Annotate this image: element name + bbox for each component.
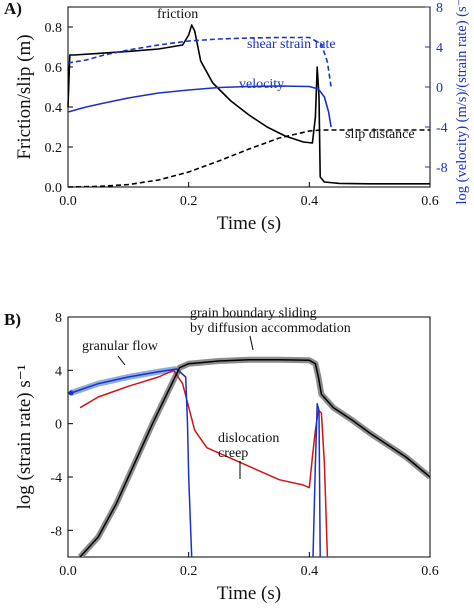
annotation-granular-flow-pointer [117, 355, 126, 366]
panel-a-right-axis-label: log (velocity) (m/s)/(strain rate) (s⁻¹) [454, 0, 470, 204]
panel-b-x-tick-label-0-2: 0.2 [180, 564, 198, 579]
panel-a-y-tick-label-0-2: 0.2 [45, 141, 63, 156]
label-shear-strain-rate: shear strain rate [247, 37, 336, 52]
panel-a-x-tick-label-0-0: 0.0 [59, 194, 77, 209]
annotation-granular-flow: granular flow [82, 339, 159, 366]
panel-b-label: B) [4, 310, 21, 329]
panel-a-series [67, 24, 430, 188]
annotation-creep-line1: dislocation [218, 431, 279, 446]
panel-a-right-tick-label-4: -4 [436, 121, 448, 136]
label-velocity: velocity [239, 77, 284, 92]
panel-b-y-tick-label-4: -4 [50, 471, 62, 486]
panel-b-y-tick-label-8: -8 [50, 524, 62, 539]
series-line-blue-spike [312, 402, 321, 557]
panel-a-x-tick-label-0-6: 0.6 [421, 194, 439, 209]
series-halo-granular-flow [70, 366, 178, 396]
annotation-granular-flow-text: granular flow [82, 339, 159, 354]
panel-a-y-tick-label-0-4: 0.4 [45, 101, 63, 116]
annotation-gbs-line1: grain boundary sliding [190, 306, 317, 321]
annotation-creep-line2: creep [218, 446, 248, 461]
panel-a-y-tick-label-0-0: 0.0 [45, 181, 63, 196]
label-friction: friction [157, 7, 198, 22]
panel-a-x-tick-label-0-4: 0.4 [301, 194, 319, 209]
annotation-gbs-pointer [249, 335, 254, 351]
panel-b-x-tick-label-0-4: 0.4 [301, 564, 319, 579]
panel-b-x-ticks: 0.0 0.2 0.4 0.6 [59, 552, 439, 579]
series-line-dislocation-creep [79, 369, 329, 557]
panel-a-right-ticks: 8 4 0 -4 -8 [425, 1, 448, 176]
panel-b-y-tick-label-8: 8 [55, 311, 62, 326]
panel-a-x-ticks: 0.0 0.2 0.4 0.6 [59, 182, 439, 209]
granular-flow-start-point [68, 390, 74, 396]
series-line-grain-boundary-sliding-by-diffusion-accommodation [79, 358, 430, 557]
panel-a: A) 0.0 0.2 0.4 0.6 0.00.20.40.60.8 840-4-8 … [4, 0, 470, 234]
panel-b-x-tick-label-0-6: 0.6 [421, 564, 439, 579]
label-slip-distance: slip distance [345, 127, 415, 142]
annotation-dislocation-creep: dislocation creep [218, 431, 279, 479]
series-line-slip-distance [67, 129, 430, 188]
series-line-velocity [67, 85, 332, 128]
series-line-shear-strain-rate [67, 36, 332, 88]
panel-b: B) 0.0 0.2 0.4 0.6 8 4 0 -4 -8 Time (s) log (st… [4, 306, 439, 604]
annotation-gbs-line2: by diffusion accommodation [190, 321, 351, 336]
panel-a-right-tick-label-0: 0 [436, 81, 443, 96]
panel-a-y-tick-label-0-8: 0.8 [45, 21, 63, 36]
panel-b-plot-frame [67, 316, 431, 558]
series-line-granular-flow [70, 368, 193, 557]
series-halo-grain-boundary-sliding-by-diffusion-accommodation [77, 356, 430, 557]
panel-b-series [68, 356, 430, 557]
series-line-friction [67, 24, 430, 185]
panel-a-right-tick-label-8: 8 [436, 1, 443, 16]
panel-b-y-tick-label-4: 4 [55, 364, 62, 379]
panel-a-y-ticks: 0.0 0.2 0.4 0.6 0.8 [45, 21, 73, 196]
panel-a-x-axis-label: Time (s) [217, 213, 281, 234]
panel-a-plot-frame [67, 6, 431, 188]
panel-b-x-axis-label: Time (s) [217, 583, 281, 604]
annotation-grain-boundary-sliding: grain boundary sliding by diffusion acco… [190, 306, 351, 351]
panel-a-right-tick-label-4: 4 [436, 41, 443, 56]
panel-a-label: A) [4, 0, 22, 18]
panel-b-y-tick-label-0: 0 [55, 418, 62, 433]
panel-b-y-axis-label: log (strain rate) s⁻¹ [14, 364, 35, 509]
panel-b-series-clip [68, 356, 430, 557]
panel-b-y-ticks: 8 4 0 -4 -8 [50, 311, 73, 539]
panel-a-right-tick-label-8: -8 [436, 161, 448, 176]
panel-a-y-axis-label: Friction/slip (m) [14, 34, 35, 159]
panel-a-y-tick-label-0-6: 0.6 [45, 61, 63, 76]
panel-b-x-tick-label-0-0: 0.0 [59, 564, 77, 579]
panel-a-x-tick-label-0-2: 0.2 [180, 194, 198, 209]
